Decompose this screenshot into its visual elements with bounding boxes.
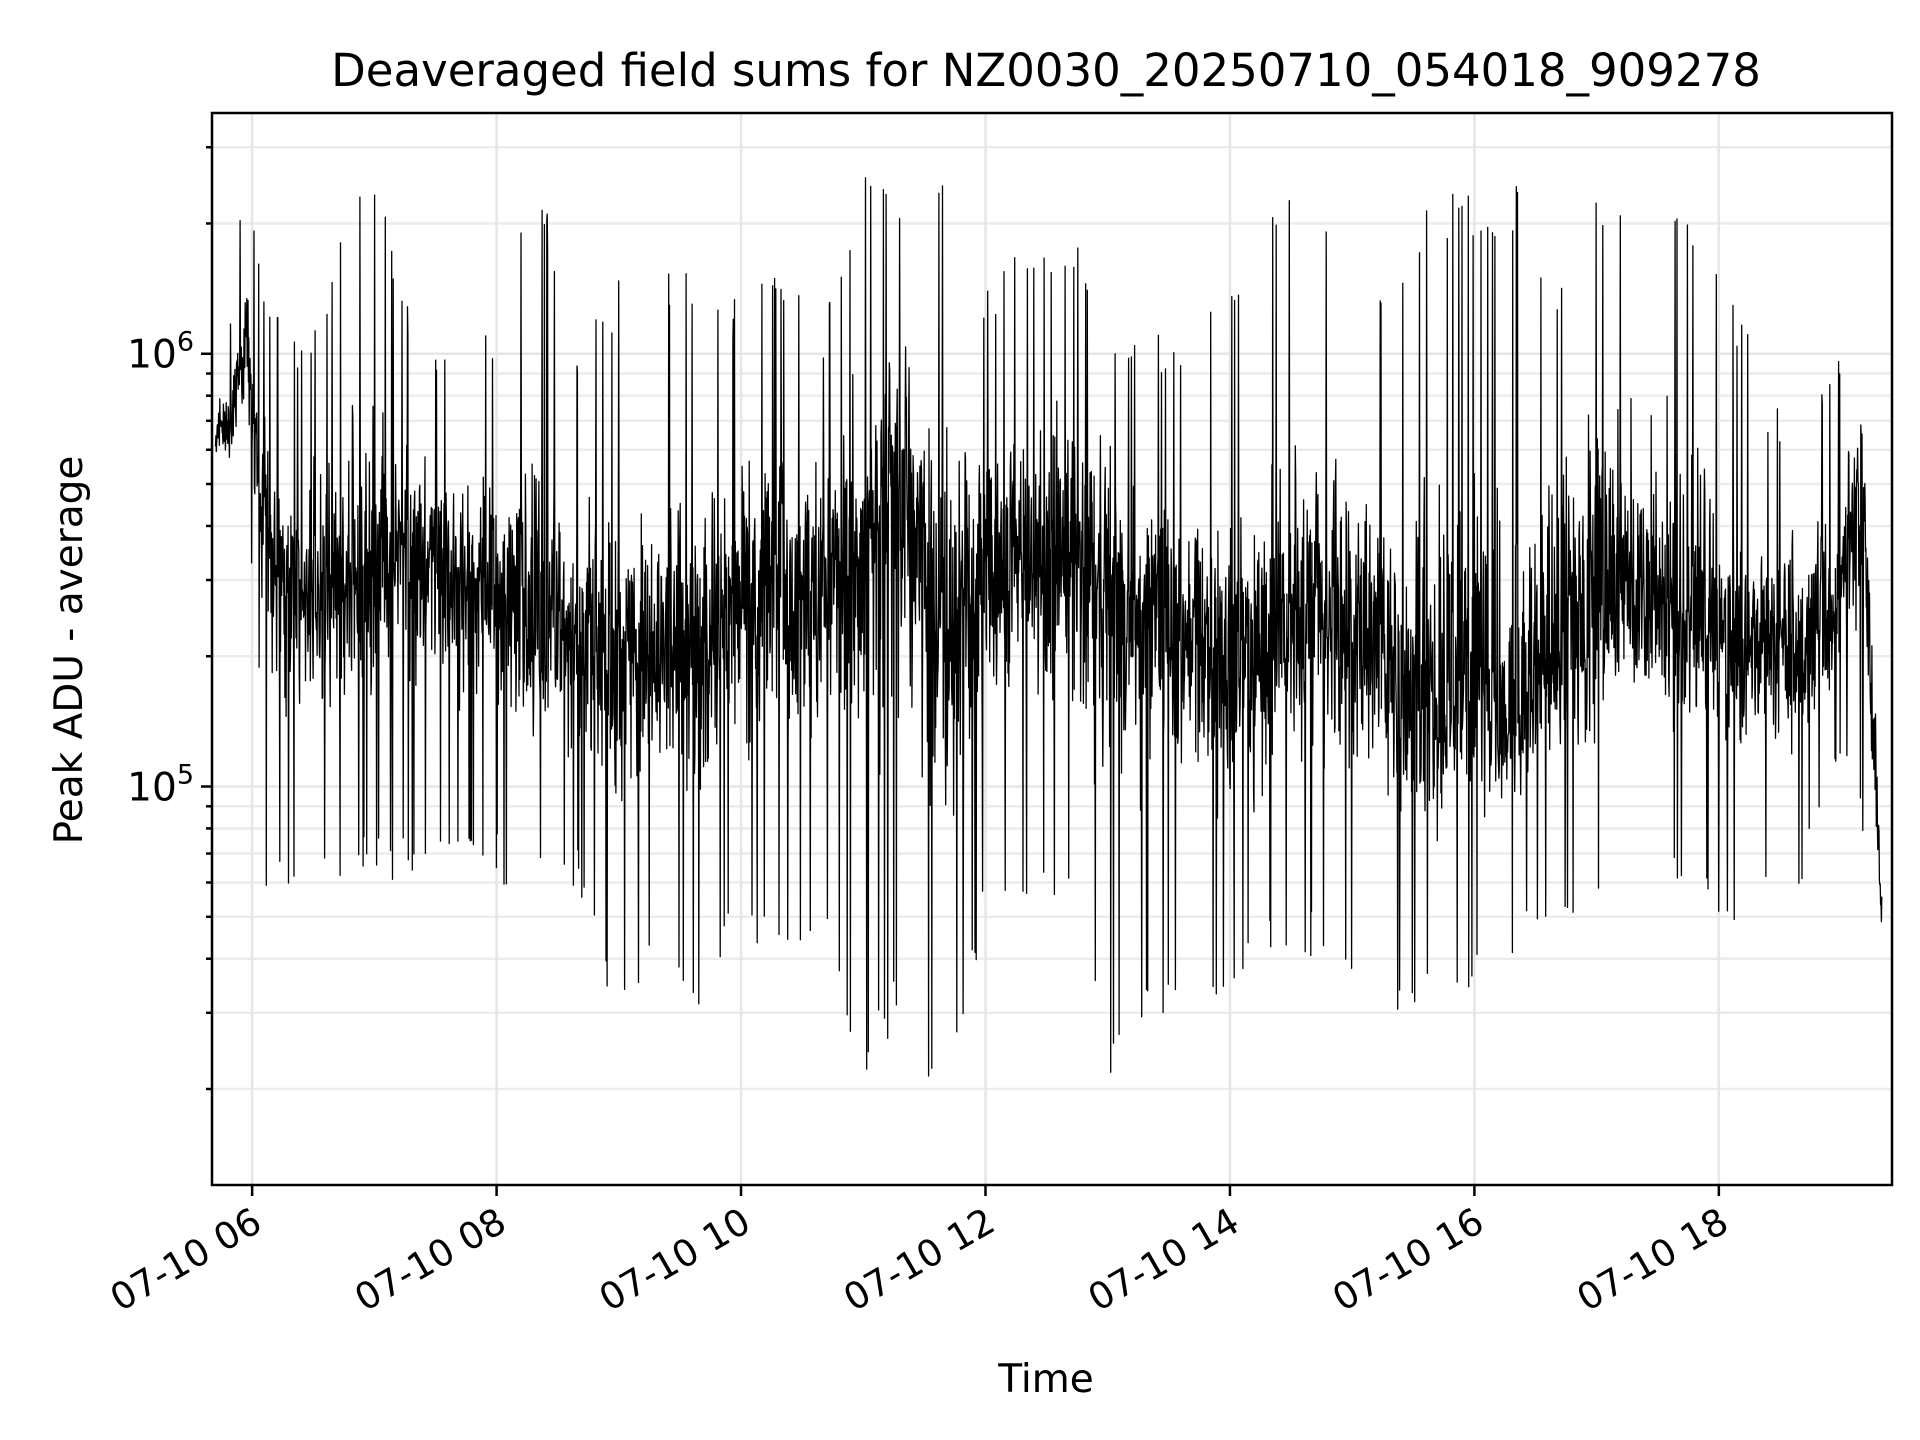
x-axis-label: Time [997,1357,1093,1402]
series-line [214,177,1883,1077]
plot-frame [210,111,1894,1187]
y-tick-base: 10 [127,766,177,811]
y-axis-label: Peak ADU - average [47,456,92,845]
y-tick-exponent: 6 [177,327,194,358]
chart-title: Deaveraged field sums for NZ0030_2025071… [331,44,1761,97]
y-tick-exponent: 5 [177,760,194,791]
y-tick-label: 106 [127,327,194,378]
y-tick-base: 10 [127,333,177,378]
y-tick-label: 105 [127,760,194,811]
